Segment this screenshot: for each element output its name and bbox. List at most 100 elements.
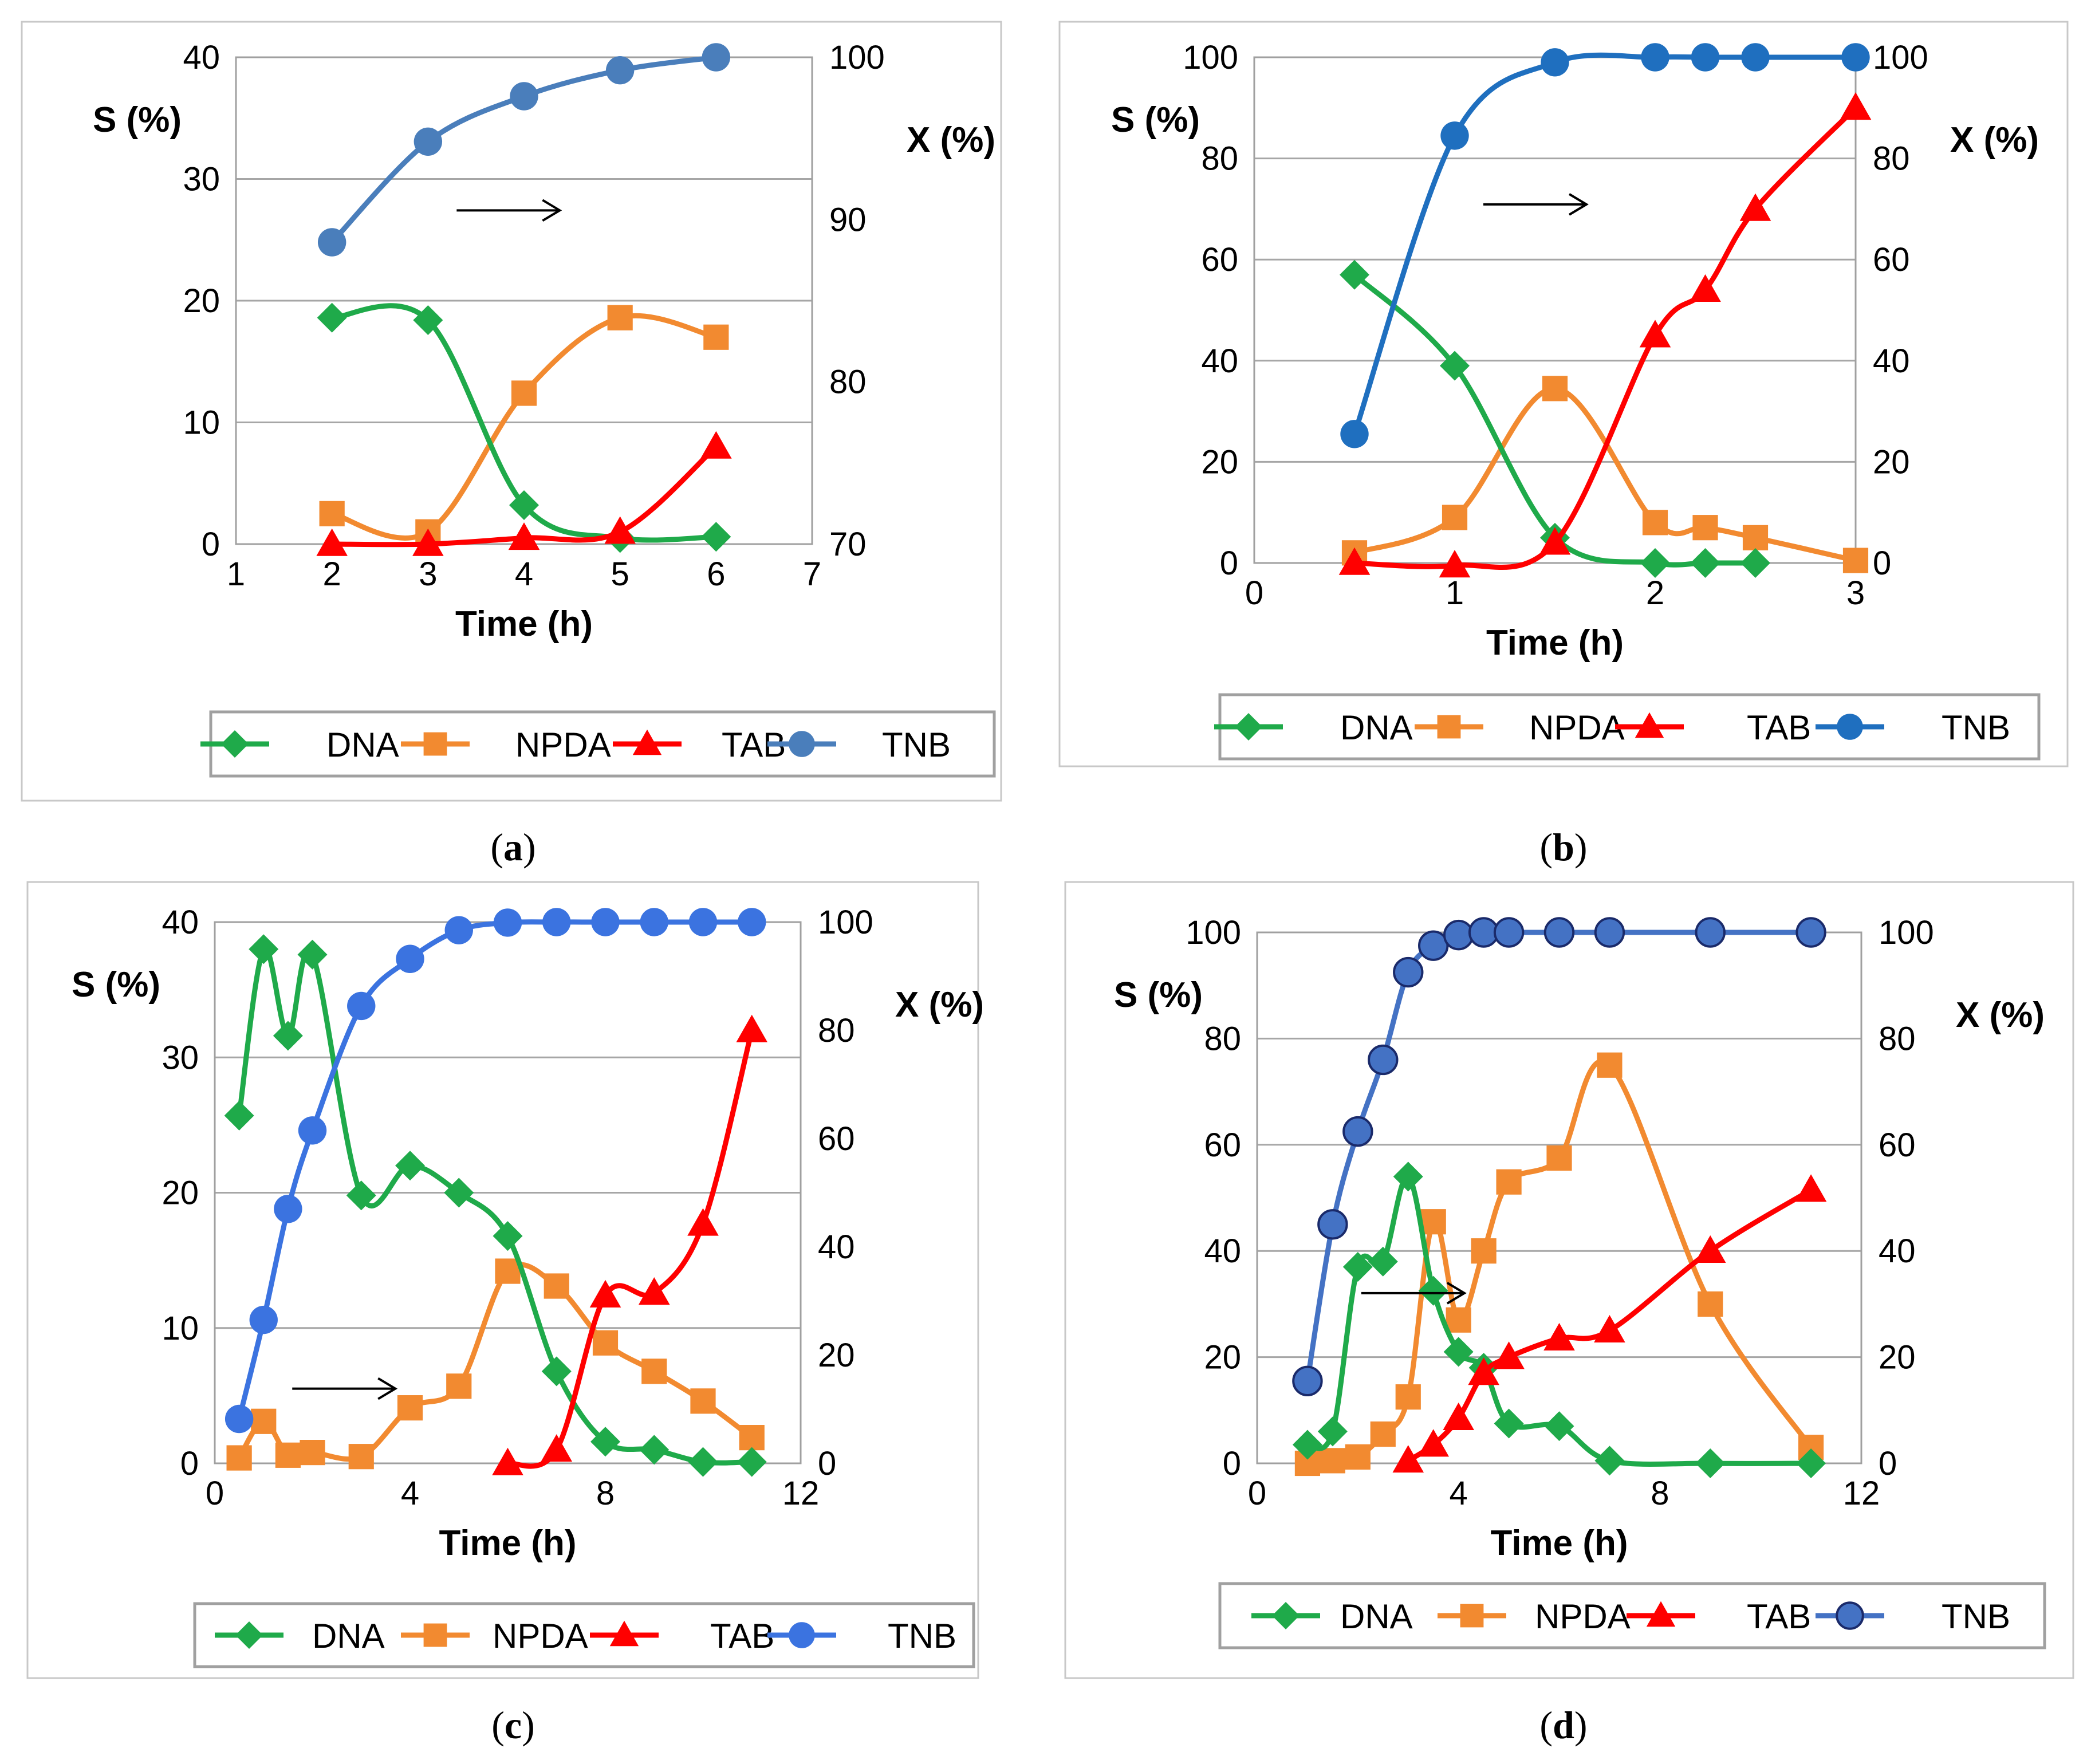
series-tab [1392, 1174, 1827, 1473]
data-point-dna [224, 1100, 254, 1131]
y2-tick-label: 20 [818, 1337, 855, 1374]
data-point-dna [639, 1435, 670, 1465]
legend-marker-dna [221, 730, 249, 758]
data-point-tab [638, 1277, 670, 1305]
x-tick-label: 12 [1843, 1475, 1880, 1512]
x-tick-label: 5 [611, 556, 629, 593]
data-point-tnb [1741, 43, 1770, 72]
data-point-dna [737, 1447, 767, 1477]
data-point-dna [1418, 1275, 1448, 1306]
x-tick-label: 2 [1646, 574, 1664, 612]
legend-label-tnb: TNB [1942, 708, 2010, 747]
x-tick-label: 3 [419, 556, 437, 593]
y2-axis-title: X (%) [895, 985, 984, 1025]
data-point-npda [592, 1330, 619, 1356]
y2-tick-label: 80 [818, 1012, 855, 1049]
series-npda [1341, 376, 1869, 573]
legend-label-tab: TAB [1747, 1597, 1811, 1636]
panel-caption: (c) [491, 1703, 535, 1747]
y2-axis-title: X (%) [907, 120, 995, 160]
data-point-npda [544, 1273, 569, 1299]
x-tick-label: 1 [1446, 574, 1464, 612]
legend-marker-npda [1437, 715, 1461, 739]
legend-label-npda: NPDA [1535, 1597, 1631, 1636]
data-point-tab [1392, 1445, 1424, 1473]
x-axis-title: Time (h) [1491, 1523, 1628, 1563]
x-tick-label: 8 [596, 1475, 615, 1512]
x-tick-label: 0 [1248, 1475, 1266, 1512]
legend-marker-npda [1460, 1604, 1484, 1628]
data-point-tnb [1795, 917, 1826, 948]
data-point-dna [1368, 1246, 1398, 1277]
chart-panel-d: 0 20 40 60 80 100 0 20 40 60 80 100 0 4 8 12 Time (h) S (… [1064, 881, 2074, 1747]
x-axis-title: Time (h) [1486, 623, 1624, 663]
legend-marker-tab [1635, 712, 1664, 738]
y2-tick-label: 20 [1879, 1339, 1916, 1376]
data-point-tnb [542, 908, 571, 936]
x-tick-label: 2 [323, 556, 341, 593]
legend-label-tnb: TNB [882, 726, 951, 764]
data-point-tnb [298, 1116, 327, 1145]
x-tick-label: 0 [1245, 574, 1263, 612]
data-point-tnb [444, 916, 473, 944]
data-point-dna [1292, 1430, 1322, 1460]
arrow-head [1446, 1282, 1467, 1305]
data-point-npda [607, 305, 633, 330]
data-point-npda [1742, 525, 1769, 550]
data-point-dna [346, 1180, 376, 1211]
series-dna [1292, 1161, 1826, 1478]
data-point-tab [1468, 1357, 1499, 1385]
legend-marker-tnb [789, 1622, 815, 1648]
data-point-tab [1690, 274, 1721, 302]
y-tick-label: 80 [1204, 1020, 1241, 1057]
data-point-tnb [1418, 930, 1449, 961]
series-line-dna [329, 303, 719, 543]
legend-marker-tab [609, 1620, 639, 1647]
legend-label-dna: DNA [312, 1617, 385, 1655]
caption-close: ) [1574, 825, 1588, 869]
caption-open: ( [1539, 825, 1553, 869]
data-point-tab [604, 516, 636, 544]
data-point-tnb [249, 1305, 278, 1334]
data-point-npda [1442, 505, 1468, 530]
y-tick-label: 10 [162, 1310, 199, 1347]
y-tick-label: 20 [1201, 443, 1238, 481]
y-tick-label: 0 [202, 526, 220, 563]
y-tick-label: 100 [1186, 914, 1241, 951]
data-point-npda [511, 380, 537, 406]
data-point-tab [1439, 550, 1471, 578]
data-point-tnb [1695, 917, 1726, 948]
data-point-tab [687, 1208, 719, 1236]
y2-axis-title: X (%) [1950, 120, 2039, 160]
data-point-npda [1446, 1307, 1471, 1333]
legend-label-dna: DNA [1340, 708, 1413, 747]
legend-label-tab: TAB [1747, 708, 1811, 747]
y2-tick-label: 90 [829, 201, 867, 238]
data-point-tnb [1440, 121, 1469, 150]
data-point-npda [446, 1373, 472, 1399]
caption-close: ) [1574, 1703, 1588, 1747]
y-axis-title: S (%) [93, 100, 182, 140]
y2-tick-label: 60 [1873, 241, 1910, 278]
data-point-tab [589, 1279, 621, 1308]
data-point-dna [1544, 1411, 1574, 1442]
data-point-npda [739, 1425, 765, 1451]
data-point-dna [1440, 351, 1470, 381]
x-tick-label: 12 [782, 1475, 820, 1512]
chart-panel-a: 0 10 20 30 40 70 80 90 100 1 2 3 4 5 6 7 Time (h) S (%) X … [21, 21, 1002, 869]
data-point-dna [395, 1151, 425, 1181]
data-point-npda [1642, 510, 1668, 536]
data-point-tnb [1317, 1209, 1348, 1240]
arrow-head [1568, 193, 1589, 216]
data-point-npda [348, 1444, 374, 1470]
y2-tick-label: 0 [818, 1445, 836, 1482]
data-point-npda [1597, 1052, 1623, 1078]
chart-panel-c: 0 10 20 30 40 0 20 40 60 80 100 0 4 8 12 Time (h) S (%) X… [26, 881, 984, 1747]
legend-marker-tab [632, 729, 662, 755]
data-point-tab [1443, 1402, 1474, 1431]
y-tick-label: 10 [183, 404, 220, 442]
data-point-npda [1698, 1291, 1723, 1317]
y2-tick-label: 40 [1873, 342, 1910, 380]
caption-letter: a [503, 825, 523, 869]
